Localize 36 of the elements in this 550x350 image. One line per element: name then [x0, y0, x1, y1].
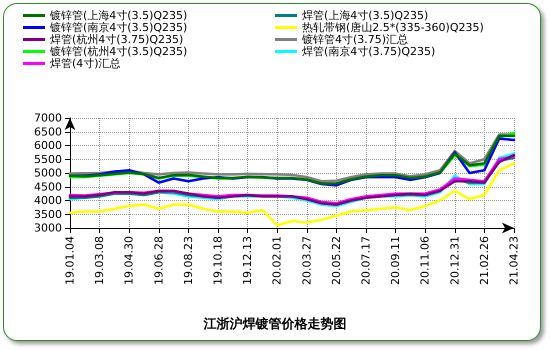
y-tick-label: 5500 — [34, 152, 62, 166]
x-tick-label: 19.04.30 — [122, 236, 136, 285]
x-tick-label: 20.05.22 — [330, 236, 343, 285]
legend-label: 焊管(上海4寸(3.5)Q235) — [302, 9, 428, 22]
y-tick-label: 4500 — [34, 180, 62, 194]
legend-label: 镀锌管(上海4寸(3.5)Q235) — [49, 9, 188, 22]
legend-label: 镀锌管4寸(3.75)汇总 — [301, 33, 408, 46]
x-tick-label: 20.12.31 — [448, 236, 462, 285]
y-tick-label: 6500 — [34, 125, 62, 138]
text: 江浙沪焊镀管价格走势图 — [202, 316, 346, 332]
x-tick-label: 20.09.11 — [389, 236, 402, 285]
x-tick-label: 19.06.28 — [152, 236, 166, 285]
x-tick-label: 20.07.17 — [360, 236, 372, 285]
x-tick-label: 19.12.13 — [241, 236, 254, 285]
x-tick-label: 21.04.23 — [508, 236, 520, 285]
x-tick-label: 21.02.26 — [478, 236, 491, 285]
line-series — [68, 162, 516, 226]
y-tick-label: 6000 — [34, 139, 62, 152]
legend-label: 镀锌管(杭州4寸(3.5)Q235) — [49, 45, 188, 58]
legend-label: 焊管(4寸)汇总 — [50, 57, 121, 70]
legend-label: 焊管(南京4寸(3.75)Q235) — [302, 45, 436, 58]
y-tick-label: 3500 — [34, 208, 62, 221]
x-tick-label: 20.11.06 — [418, 236, 432, 285]
legend-label: 镀锌管(南京4寸(3.5)Q235) — [49, 21, 188, 34]
x-tick-label: 19.01.04 — [64, 236, 76, 285]
x-tick-label: 20.03.27 — [300, 236, 314, 285]
x-tick-label: 19.08.23 — [182, 236, 195, 285]
y-tick-label: 5000 — [34, 166, 62, 180]
y-tick-label: 4000 — [34, 194, 62, 207]
y-tick-label: 3000 — [34, 222, 62, 234]
x-tick-label: 19.03.08 — [93, 236, 106, 285]
x-tick-label: 19.10.18 — [212, 236, 224, 285]
legend-label: 焊管(杭州4寸(3.75)Q235) — [50, 33, 184, 46]
legend-label: 热轧带钢(唐山2.5*(335-360)Q235) — [302, 21, 484, 34]
y-tick-label: 7000 — [34, 112, 62, 124]
x-tick-label: 20.02.01 — [270, 236, 284, 285]
